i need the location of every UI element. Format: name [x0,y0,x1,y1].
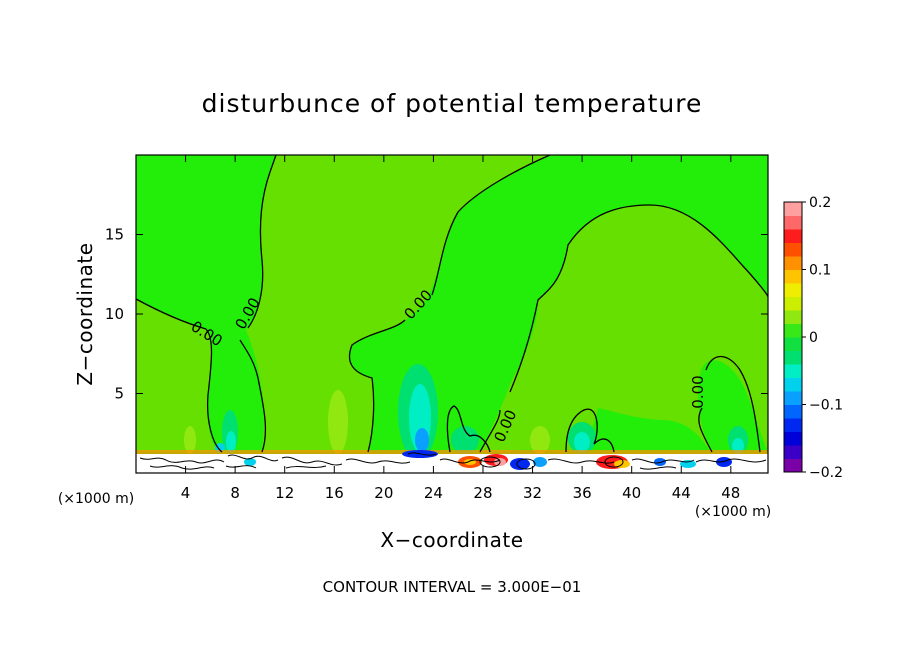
colorbar-swatch [784,215,802,230]
colorbar-swatch [784,404,802,419]
y-tick-label: 5 [114,385,124,403]
contour-line [348,319,406,453]
region-positive-patch [328,390,348,454]
surface-patch [654,458,666,466]
colorbar-swatch [784,364,802,378]
region-positive-patch [184,426,196,454]
contour-line [239,339,267,453]
region-positive-upper [246,155,550,452]
colorbar-swatch [784,391,802,405]
contour-line [479,409,501,453]
x-axis: 4 8 12 16 20 24 28 32 36 40 44 48 [181,155,740,502]
region-negative-patch [415,428,429,452]
contour-line [431,154,551,296]
x-tick-label: 36 [573,484,592,502]
contour-line [135,298,207,330]
region-positive-right [480,205,768,452]
colorbar-swatch [784,445,802,459]
chart-title: disturbunce of potential temperature [202,89,703,118]
colorbar-swatch [784,296,802,311]
colorbar-swatch [784,229,802,243]
x-tick-label: 12 [275,484,294,502]
x-tick-label: 40 [622,484,641,502]
colorbar-swatch [784,323,802,338]
colorbar-tick-label: 0 [809,330,818,346]
contour-line [205,328,223,453]
y-axis-title: Z−coordinate [73,242,97,385]
colorbar-tick-label: −0.1 [809,398,843,414]
x-tick-label: 8 [230,484,240,502]
colorbar-tick-label: 0.1 [809,263,831,279]
x-axis-title: X−coordinate [380,528,523,552]
colorbar-swatch [784,337,802,351]
x-tick-label: 4 [181,484,191,502]
surface-patch [244,458,256,466]
colorbar-swatch [784,377,802,392]
contour-label: 0.00 [689,375,707,408]
x-tick-label: 32 [523,484,542,502]
contour-line [698,407,713,453]
contour-line [705,355,761,453]
region-positive-patch [530,426,550,454]
colorbar-swatch [784,310,802,324]
surface-contours [139,452,767,470]
contour-line [509,204,769,393]
x-tick-label: 28 [473,484,492,502]
colorbar-swatch [784,418,802,432]
colorbar-swatch [784,256,802,270]
y-tick-label: 15 [105,226,124,244]
y-tick-label: 10 [105,305,124,323]
y-axis: 5 10 15 [105,226,768,403]
x-tick-label: 20 [374,484,393,502]
colorbar-swatch [784,350,802,365]
region-positive-left [136,299,222,452]
colorbar: 0.2 0.1 0 −0.1 −0.2 [783,195,843,481]
x-tick-label: 44 [672,484,691,502]
colorbar-swatch [784,283,802,297]
surface-band-lower [136,454,768,473]
x-tick-label: 16 [325,484,344,502]
colorbar-tick-label: −0.2 [809,465,843,481]
x-tick-label: 48 [721,484,740,502]
colorbar-tick-label: 0.2 [809,195,831,211]
contour-interval-text: CONTOUR INTERVAL = 3.000E−01 [323,578,582,596]
region-negative-patch [451,426,479,454]
contour-line [565,408,615,453]
contour-line [247,154,277,329]
contour-lines [135,154,769,453]
x-unit-right: (×1000 m) [695,504,771,520]
surface-patch [510,458,530,470]
region-negative-patch [574,432,590,452]
colorbar-swatch [784,202,802,216]
colorbar-swatch [784,458,802,473]
contour-line [446,405,491,453]
x-tick-label: 24 [424,484,443,502]
plot-area: 0.00 0.00 0.00 0.00 0.00 [135,154,769,474]
surface-patch [533,457,547,467]
colorbar-swatch [784,242,802,257]
x-unit-left: (×1000 m) [58,491,134,507]
colorbar-swatch [784,269,802,284]
colorbar-swatch [784,431,802,446]
surface-band [136,450,768,454]
region-negative-patch [226,431,236,453]
